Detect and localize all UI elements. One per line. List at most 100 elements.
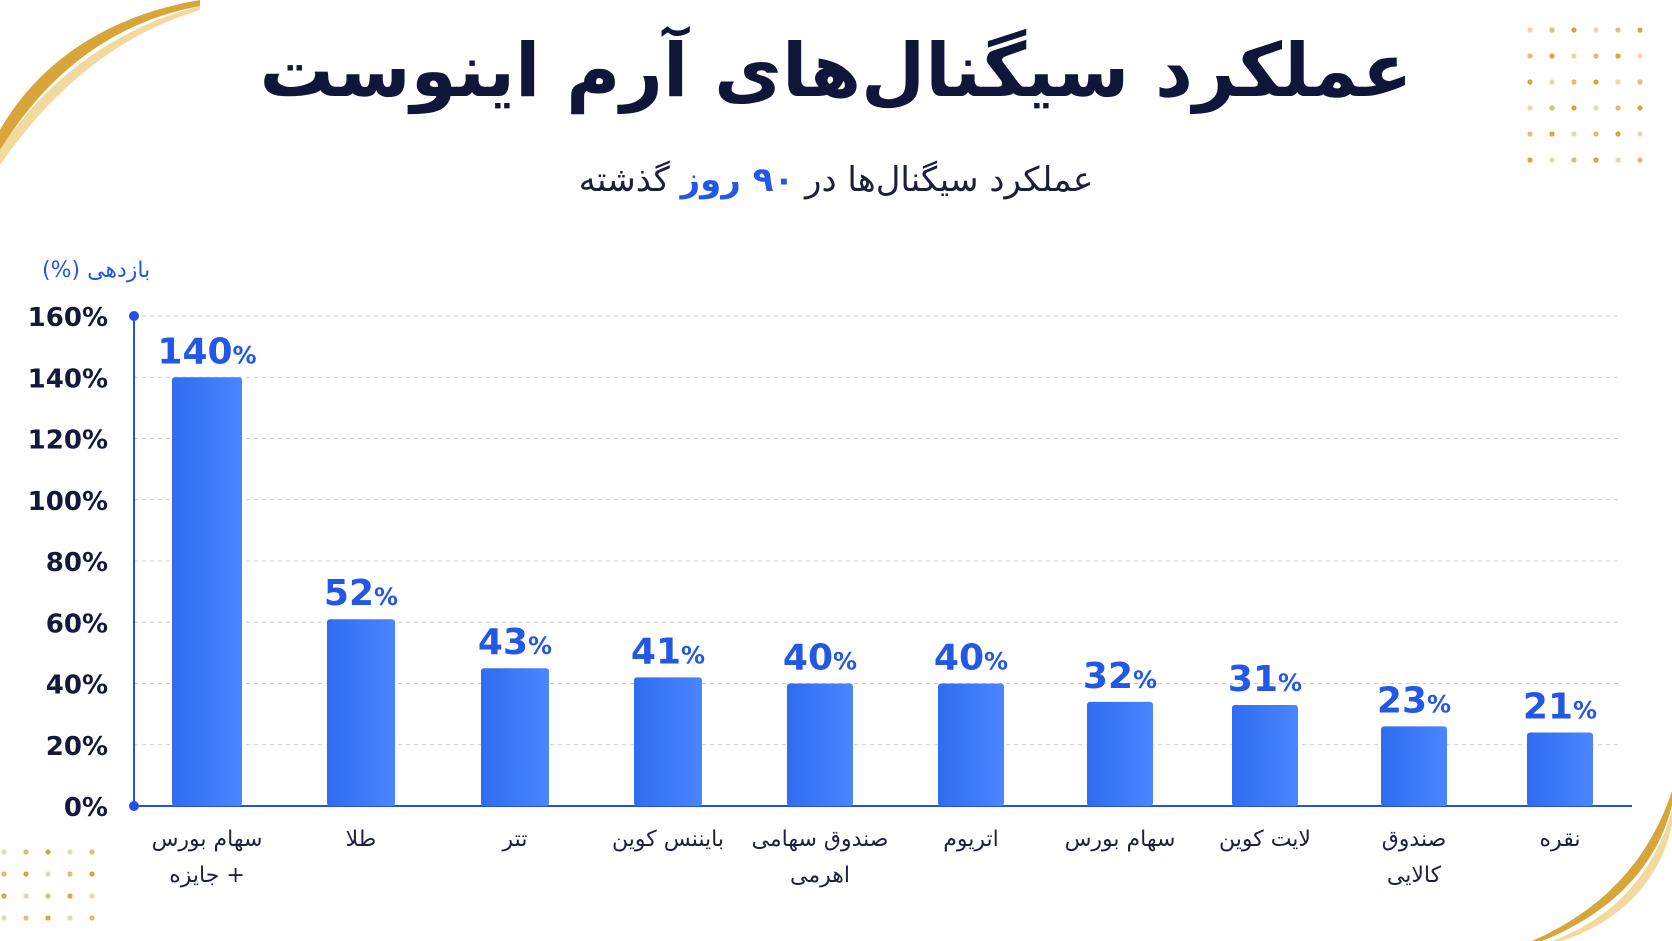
decor-dot <box>23 915 29 921</box>
data-label-percent: % <box>833 648 857 676</box>
dot-grid-bottom-left <box>1 849 95 921</box>
data-label-number: 52 <box>324 573 374 614</box>
decor-dot <box>67 915 73 921</box>
x-tick-label: صندوق <box>1382 827 1447 852</box>
bar <box>634 677 702 806</box>
data-label: 41% <box>631 631 705 672</box>
decor-dot <box>1593 53 1599 59</box>
data-label: 32% <box>1083 656 1157 697</box>
x-tick-label: نقره <box>1540 827 1581 852</box>
decor-dot <box>1637 131 1643 137</box>
data-label-percent: % <box>1278 669 1302 697</box>
decor-dot <box>89 871 95 877</box>
decor-dot <box>1 893 7 899</box>
decor-dot <box>1549 105 1555 111</box>
y-tick-label: 120% <box>28 426 108 456</box>
data-label-number: 140 <box>157 331 232 372</box>
data-label-percent: % <box>984 648 1008 676</box>
decor-dot <box>45 871 51 877</box>
bar <box>172 377 242 806</box>
x-tick-label: + جایزه <box>169 863 245 888</box>
decor-dot <box>67 849 73 855</box>
decor-dot <box>67 893 73 899</box>
data-label-percent: % <box>1133 666 1157 694</box>
data-label: 40% <box>783 638 857 679</box>
subtitle-after: گذشته <box>578 160 670 200</box>
y-tick-label: 20% <box>46 732 108 762</box>
x-tick-label: بایننس کوین <box>612 827 724 852</box>
data-label-number: 41 <box>631 631 681 672</box>
decor-dot <box>1615 27 1621 33</box>
page-subtitle: عملکرد سیگنال‌ها در ۹۰ روز گذشته <box>0 160 1672 200</box>
x-tick-label: صندوق سهامی <box>752 827 889 852</box>
y-tick-label: 60% <box>46 609 108 639</box>
data-label: 52% <box>324 573 398 614</box>
bar <box>327 619 395 806</box>
x-tick-label: لایت کوین <box>1219 827 1311 852</box>
data-label: 31% <box>1228 659 1302 700</box>
data-label-number: 31 <box>1228 659 1278 700</box>
data-label-percent: % <box>528 632 552 660</box>
decor-dot <box>1527 131 1533 137</box>
axis-origin-dot <box>129 801 139 811</box>
decor-dot <box>1549 27 1555 33</box>
y-axis-title: بازدهی (%) <box>42 258 150 283</box>
decor-dot <box>1549 53 1555 59</box>
gold-swoosh-bottom-right <box>1532 791 1672 941</box>
x-tick-label: کالایی <box>1387 863 1442 888</box>
decor-dot <box>1593 79 1599 85</box>
decor-dot <box>1571 131 1577 137</box>
decor-dot <box>1637 79 1643 85</box>
data-label-number: 43 <box>478 622 528 663</box>
decor-dot <box>1615 105 1621 111</box>
y-tick-label: 80% <box>46 548 108 578</box>
decor-dot <box>67 871 73 877</box>
decor-dot <box>1 849 7 855</box>
decor-dot <box>1593 27 1599 33</box>
bar <box>1381 726 1447 806</box>
data-label-percent: % <box>233 341 257 369</box>
decor-dot <box>1549 131 1555 137</box>
decor-dot <box>1 871 7 877</box>
y-tick-label: 100% <box>28 487 108 517</box>
data-label-number: 21 <box>1523 687 1573 728</box>
data-label-percent: % <box>681 641 705 669</box>
decor-dot <box>1527 79 1533 85</box>
decor-dot <box>89 893 95 899</box>
decor-dot <box>1593 105 1599 111</box>
decor-dot <box>89 849 95 855</box>
decor-dot <box>1571 105 1577 111</box>
data-label: 140% <box>157 331 256 372</box>
decor-dot <box>45 893 51 899</box>
data-label-percent: % <box>374 583 398 611</box>
y-tick-label: 40% <box>46 671 108 701</box>
decor-dot <box>1615 131 1621 137</box>
decor-dot <box>1637 53 1643 59</box>
data-label-percent: % <box>1427 690 1451 718</box>
decor-dot <box>1571 27 1577 33</box>
decor-dot <box>23 893 29 899</box>
decor-dot <box>45 849 51 855</box>
decor-dot <box>1 915 7 921</box>
decor-dot <box>1637 105 1643 111</box>
decor-dot <box>1593 157 1599 163</box>
decor-dot <box>1637 157 1643 163</box>
x-tick-label: سهام بورس <box>1065 827 1176 852</box>
x-tick-label: تتر <box>502 827 528 852</box>
decor-dot <box>1549 157 1555 163</box>
bar <box>938 683 1004 806</box>
decor-dot <box>1549 79 1555 85</box>
decor-dot <box>1593 131 1599 137</box>
subtitle-before: عملکرد سیگنال‌ها در <box>805 160 1094 200</box>
data-label: 43% <box>478 622 552 663</box>
decor-dot <box>1571 79 1577 85</box>
y-axis-top-dot <box>129 311 139 321</box>
dot-grid-top-right <box>1527 27 1643 163</box>
decor-dot <box>1615 53 1621 59</box>
decor-dot <box>23 871 29 877</box>
decor-dot <box>23 849 29 855</box>
bar <box>787 683 853 806</box>
y-tick-label: 140% <box>28 364 108 394</box>
bar <box>1087 701 1153 806</box>
